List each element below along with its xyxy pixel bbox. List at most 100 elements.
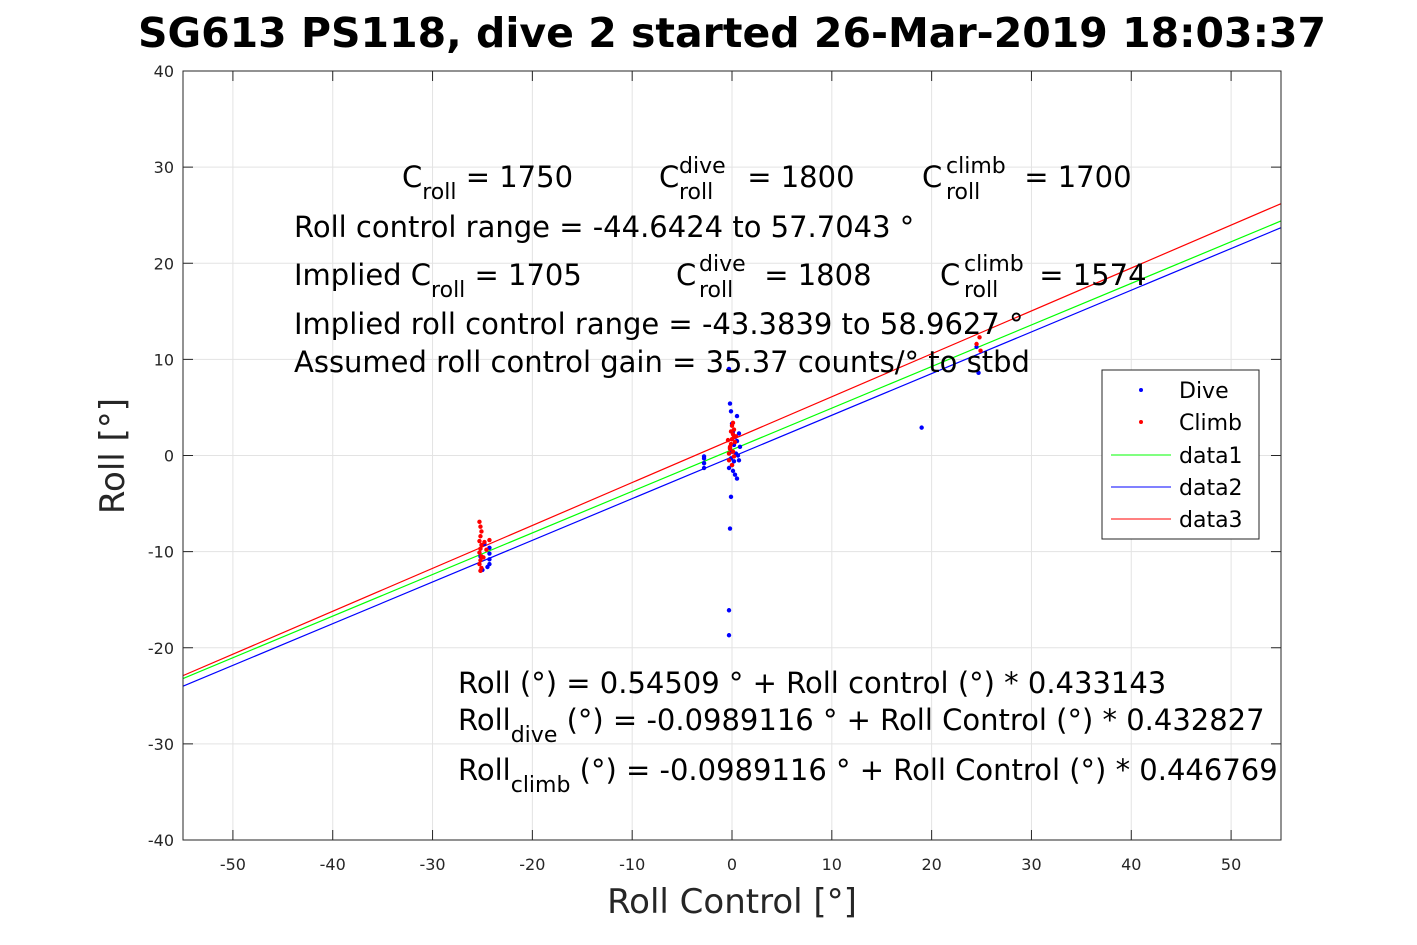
x-tick-label: -30 — [419, 855, 445, 874]
legend-label-data2: data2 — [1179, 476, 1243, 501]
x-tick-label: 0 — [727, 855, 737, 874]
implied-climb-base: C — [940, 258, 960, 292]
point-dive — [735, 453, 741, 458]
data-points — [477, 335, 983, 638]
c-climb-value: = 1700 — [1015, 160, 1132, 194]
point-climb — [977, 335, 982, 340]
chart-title: SG613 PS118, dive 2 started 26-Mar-2019 … — [138, 9, 1326, 57]
c-dive-sup: dive — [679, 154, 726, 179]
point-climb — [477, 561, 482, 567]
x-tick-label: -10 — [619, 855, 645, 874]
point-dive — [728, 494, 734, 500]
annotation-fit-climb: Rollclimb (°) = -0.0989116 ° + Roll Cont… — [458, 753, 1278, 798]
y-tick-label: 40 — [154, 62, 174, 81]
y-tick-label: 10 — [154, 350, 174, 369]
point-climb — [478, 568, 483, 574]
point-climb — [477, 538, 482, 544]
c-climb-sub: roll — [946, 180, 980, 205]
point-dive — [731, 459, 737, 464]
fit-dive-base: Roll — [458, 703, 511, 737]
c-dive-sub: roll — [679, 180, 713, 205]
point-climb — [728, 429, 734, 434]
point-climb — [477, 519, 482, 525]
point-climb — [487, 537, 492, 543]
c-roll-value: = 1750 — [457, 160, 574, 194]
y-tick-label: -40 — [148, 831, 174, 850]
point-dive — [726, 366, 732, 372]
point-dive — [485, 564, 490, 570]
c-dive-base: C — [659, 160, 679, 194]
x-tick-label: 20 — [921, 855, 941, 874]
c-dive-value: = 1800 — [738, 160, 855, 194]
c-roll-sub: roll — [422, 180, 456, 205]
y-tick-label: 0 — [164, 447, 174, 466]
point-climb — [479, 529, 484, 534]
point-climb — [730, 420, 736, 426]
implied-c-prefix: Implied C — [294, 258, 431, 292]
point-dive — [487, 551, 492, 556]
legend-label-dive: Dive — [1179, 379, 1229, 404]
x-tick-label: 30 — [1021, 855, 1041, 874]
point-dive — [734, 476, 740, 481]
point-climb — [478, 534, 483, 539]
point-climb — [478, 524, 483, 529]
point-climb — [726, 458, 732, 463]
point-dive — [701, 454, 707, 459]
point-climb — [477, 550, 482, 555]
point-dive — [728, 409, 734, 414]
implied-dive-base: C — [676, 258, 696, 292]
point-climb — [974, 341, 979, 347]
point-climb — [730, 449, 736, 454]
annotation-gain: Assumed roll control gain = 35.37 counts… — [294, 345, 1030, 379]
point-climb — [731, 454, 737, 459]
legend-label-climb: Climb — [1179, 411, 1242, 436]
annotation-implied-range: Implied roll control range = -43.3839 to… — [294, 307, 1024, 341]
legend-marker-dive — [1139, 388, 1143, 392]
implied-climb-sub: roll — [964, 278, 998, 303]
point-dive — [727, 401, 733, 406]
point-climb — [732, 439, 738, 445]
x-tick-label: -50 — [220, 855, 246, 874]
point-dive — [726, 465, 732, 471]
point-dive — [976, 370, 981, 376]
x-tick-label: -20 — [519, 855, 545, 874]
implied-dive-sup: dive — [699, 252, 746, 277]
x-tick-label: 40 — [1121, 855, 1141, 874]
annotation-range: Roll control range = -44.6424 to 57.7043… — [294, 210, 914, 244]
y-tick-label: -30 — [148, 735, 174, 754]
point-dive — [727, 526, 733, 531]
point-dive — [487, 557, 492, 562]
point-dive — [919, 425, 924, 430]
y-axis-label: Roll [°] — [93, 398, 133, 514]
implied-climb-sup: climb — [964, 252, 1024, 277]
point-climb — [726, 451, 732, 456]
legend-label-data1: data1 — [1179, 444, 1243, 469]
point-dive — [737, 444, 743, 450]
point-dive — [701, 465, 707, 471]
fit-climb-base: Roll — [458, 753, 511, 787]
y-tick-label: -20 — [148, 639, 174, 658]
fit-dive-rest: (°) = -0.0989116 ° + Roll Control (°) * … — [557, 703, 1264, 737]
legend-label-data3: data3 — [1179, 508, 1243, 533]
point-dive — [734, 413, 740, 419]
point-climb — [479, 542, 484, 548]
point-climb — [481, 555, 486, 560]
c-climb-sup: climb — [946, 154, 1006, 179]
x-tick-label: -40 — [320, 855, 346, 874]
legend-marker-climb — [1139, 420, 1143, 424]
implied-c-value: = 1705 — [465, 258, 582, 292]
fit-climb-rest: (°) = -0.0989116 ° + Roll Control (°) * … — [570, 753, 1277, 787]
point-dive — [736, 431, 742, 436]
point-climb — [733, 434, 739, 439]
point-climb — [484, 547, 489, 552]
y-tick-label: 30 — [154, 158, 174, 177]
x-tick-label: 50 — [1221, 855, 1241, 874]
implied-dive-sub: roll — [699, 278, 733, 303]
point-climb — [478, 558, 483, 563]
y-tick-label: 20 — [154, 254, 174, 273]
x-axis-label: Roll Control [°] — [607, 882, 857, 922]
point-dive — [726, 608, 732, 613]
x-tick-label: 10 — [822, 855, 842, 874]
